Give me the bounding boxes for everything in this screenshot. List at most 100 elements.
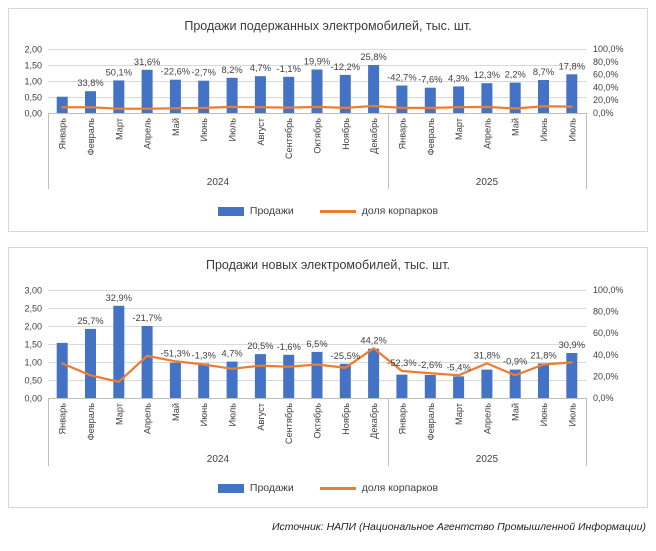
sales-bar	[141, 326, 153, 398]
data-label: -22,6%	[161, 67, 190, 77]
sales-bar	[85, 91, 96, 113]
sales-bar	[85, 328, 96, 398]
month-label: Ноябрь	[341, 403, 351, 435]
month-label: Май	[171, 118, 181, 136]
sales-bar	[254, 76, 266, 113]
right-axis-tick: 0,0%	[593, 108, 614, 118]
used-ev-chart-legend: Продажи доля корпарков	[9, 202, 647, 220]
legend-item-sales: Продажи	[217, 205, 294, 217]
data-label: 19,9%	[304, 57, 330, 67]
month-label: Октябрь	[313, 403, 323, 439]
data-label: -5,4%	[446, 362, 470, 372]
sales-bar	[509, 82, 521, 113]
sales-bar	[311, 69, 323, 113]
month-label: Апрель	[482, 118, 492, 149]
data-label: -51,3%	[161, 348, 190, 358]
legend-bar-swatch	[217, 206, 244, 216]
data-label: -25,5%	[331, 351, 360, 361]
legend-line-label: доля корпарков	[361, 205, 439, 217]
new-ev-chart: 3,00 2,50 2,00 1,50 1,00 0,50 0,00 100,0% 80,0% 6…	[24, 285, 624, 466]
new-ev-chart-title: Продажи новых электромобилей, тыс. шт.	[205, 258, 451, 272]
sales-bar	[566, 353, 578, 398]
sales-bar	[198, 80, 210, 113]
month-label: Январь	[397, 118, 407, 150]
right-axis-tick: 60,0%	[593, 328, 619, 338]
data-label: 32,9%	[106, 293, 132, 303]
month-label: Июль	[567, 118, 577, 142]
legend-bar-label: Продажи	[249, 482, 294, 494]
used-ev-chart-title: Продажи подержанных электромобилей, тыс.…	[184, 19, 472, 33]
month-label: Февраль	[86, 118, 96, 156]
left-axis-tick: 2,00	[24, 45, 42, 55]
data-label: 31,6%	[134, 57, 160, 67]
sales-bar	[481, 369, 493, 398]
data-label: 20,5%	[247, 341, 273, 351]
month-label: Май	[511, 403, 521, 421]
right-axis-tick: 40,0%	[593, 350, 619, 360]
data-label: 44,2%	[360, 335, 386, 345]
data-label: -7,6%	[418, 75, 442, 85]
year-label: 2025	[476, 177, 499, 188]
data-label: 50,1%	[106, 67, 132, 77]
month-label: Май	[511, 118, 521, 136]
data-label: 4,3%	[448, 73, 469, 83]
legend-item-fleet-share: доля корпарков	[319, 205, 439, 217]
sales-bar	[566, 74, 578, 113]
right-axis-tick: 80,0%	[593, 307, 619, 317]
data-label: 4,7%	[221, 349, 242, 359]
sales-bar	[424, 87, 436, 113]
sales-bar	[198, 363, 210, 398]
month-label: Июль	[228, 118, 238, 142]
left-axis-tick: 2,00	[24, 322, 42, 332]
month-label: Февраль	[86, 403, 96, 441]
month-label: Декабрь	[369, 118, 379, 154]
left-axis-tick: 2,50	[24, 304, 42, 314]
data-label: 12,3%	[474, 70, 500, 80]
right-axis-tick: 20,0%	[593, 371, 619, 381]
month-label: Апрель	[143, 403, 153, 434]
right-axis-tick: 100,0%	[593, 44, 624, 54]
legend-item-fleet-share: доля корпарков	[319, 482, 438, 494]
data-label: 6,5%	[306, 339, 327, 349]
data-label: -1,6%	[277, 342, 301, 352]
month-label: Март	[454, 117, 464, 140]
new-ev-chart-panel: Продажи новых электромобилей, тыс. шт. 3…	[8, 247, 648, 508]
month-label: Январь	[58, 403, 68, 435]
month-label: Август	[256, 117, 266, 145]
sales-bar	[538, 363, 549, 398]
data-label: 21,8%	[530, 350, 556, 360]
month-label: Март	[114, 402, 124, 425]
data-label: -1,1%	[277, 64, 301, 74]
left-axis-tick: 1,00	[24, 358, 42, 368]
sales-bar	[169, 362, 181, 398]
fleet-share-line	[61, 347, 573, 383]
year-label: 2024	[207, 454, 230, 465]
left-axis-tick: 1,50	[24, 340, 42, 350]
data-label: 17,8%	[559, 61, 585, 71]
sales-bar	[538, 80, 549, 113]
sales-bar	[141, 69, 153, 113]
sales-bar	[396, 85, 408, 113]
data-label: 25,7%	[77, 316, 103, 326]
legend-bar-label: Продажи	[249, 205, 294, 217]
legend-line-swatch	[319, 209, 356, 213]
month-label: Март	[114, 117, 124, 140]
left-axis-tick: 0,00	[24, 394, 42, 404]
data-label: -12,2%	[331, 62, 360, 72]
data-label: 31,8%	[474, 350, 500, 360]
month-label: Январь	[58, 118, 68, 150]
right-axis-tick: 60,0%	[593, 70, 619, 80]
legend-item-sales: Продажи	[217, 482, 294, 494]
right-axis-tick: 80,0%	[593, 57, 619, 67]
sales-bar	[453, 376, 465, 398]
month-label: Июнь	[539, 118, 549, 142]
report-page: Продажи подержанных электромобилей, тыс.…	[0, 8, 656, 551]
right-axis-tick: 40,0%	[593, 82, 619, 92]
sales-bar	[56, 342, 68, 398]
data-label: -0,9%	[503, 357, 527, 367]
month-label: Февраль	[426, 403, 436, 441]
used-ev-chart: 2,00 1,50 1,00 0,50 0,00 100,0% 80,0% 60,0% 40,0…	[24, 44, 624, 189]
data-label: 33,8%	[77, 78, 103, 88]
sales-bar	[509, 369, 521, 398]
month-label: Апрель	[482, 403, 492, 434]
